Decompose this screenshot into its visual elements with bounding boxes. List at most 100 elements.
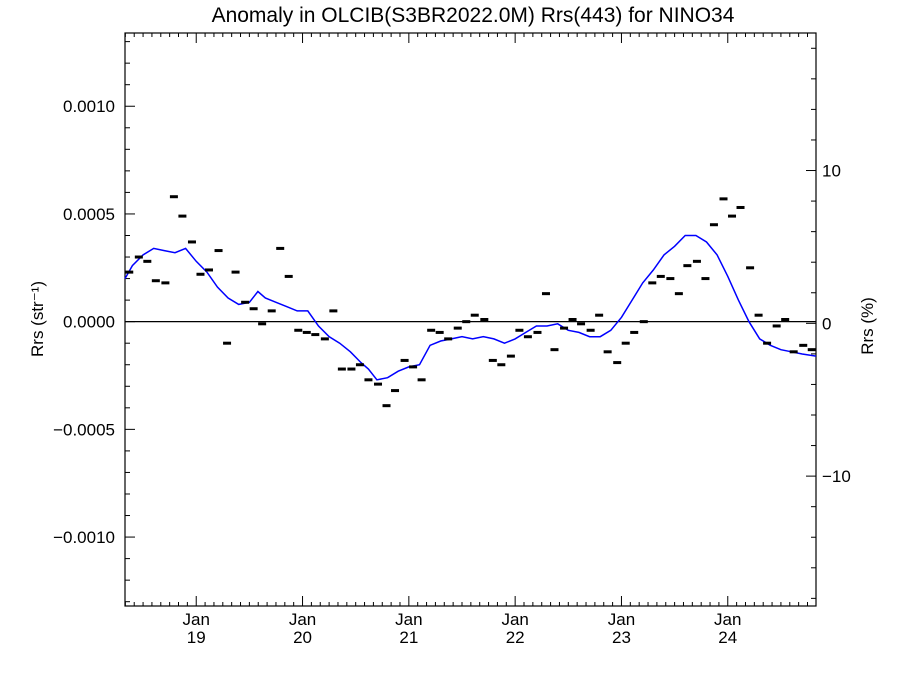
data-point: [480, 318, 489, 321]
data-point: [125, 270, 134, 274]
x-tick-label-month: Jan: [289, 610, 316, 629]
data-point: [781, 318, 790, 321]
right-y-tick-label: 10: [822, 162, 841, 181]
data-point: [276, 246, 285, 250]
data-point: [515, 328, 524, 332]
data-point: [603, 350, 612, 354]
right-y-tick-label: 0: [822, 314, 831, 333]
data-point: [267, 309, 276, 313]
data-point: [586, 328, 595, 332]
data-point: [151, 279, 160, 283]
data-point: [337, 367, 346, 371]
data-point: [701, 277, 710, 281]
data-point: [497, 363, 506, 367]
monthly-markers: [125, 195, 816, 408]
data-point: [577, 322, 586, 326]
data-point: [302, 330, 311, 334]
left-y-tick-label: 0.0005: [63, 205, 115, 224]
left-y-tick-label: 0.0000: [63, 313, 115, 332]
x-tick-label-month: Jan: [501, 610, 528, 629]
running-mean-line: [124, 234, 817, 381]
data-point: [311, 333, 320, 337]
data-point: [444, 337, 453, 341]
data-point: [249, 307, 258, 311]
x-tick-label-year: 23: [612, 628, 631, 647]
data-point: [630, 330, 639, 334]
data-point: [772, 324, 781, 328]
plot-frame: [124, 32, 817, 607]
x-tick-label-year: 20: [293, 628, 312, 647]
x-tick-label-month: Jan: [395, 610, 422, 629]
x-tick-label-month: Jan: [714, 610, 741, 629]
data-point: [763, 341, 772, 345]
left-y-tick-label: −0.0010: [53, 528, 115, 547]
data-point: [595, 313, 604, 317]
data-point: [728, 214, 737, 218]
data-point: [560, 326, 569, 330]
data-point: [541, 292, 550, 296]
x-tick-label-year: 21: [399, 628, 418, 647]
chart-title: Anomaly in OLCIB(S3BR2022.0M) Rrs(443) f…: [212, 4, 735, 27]
data-point: [320, 337, 329, 341]
data-point: [523, 335, 532, 339]
data-point: [613, 361, 622, 365]
data-point: [692, 259, 701, 263]
data-point: [550, 348, 559, 352]
data-point: [789, 350, 798, 354]
data-point: [488, 358, 497, 362]
data-point: [719, 197, 728, 201]
x-tick-label-month: Jan: [608, 610, 635, 629]
data-point: [709, 223, 718, 227]
data-point: [799, 343, 808, 347]
data-point: [178, 214, 187, 218]
data-point: [639, 320, 648, 324]
data-point: [374, 382, 383, 386]
data-point: [736, 205, 745, 209]
x-tick-label-year: 22: [506, 628, 525, 647]
x-tick-label-month: Jan: [183, 610, 210, 629]
data-point: [462, 320, 471, 324]
data-point: [241, 300, 250, 304]
left-y-tick-label: 0.0010: [63, 97, 115, 116]
data-point: [169, 195, 178, 199]
x-tick-label-year: 24: [718, 628, 737, 647]
data-point: [231, 270, 240, 274]
data-point: [409, 365, 418, 369]
left-y-axis-label: Rrs (str⁻¹): [28, 281, 47, 357]
data-point: [666, 277, 675, 281]
data-point: [196, 272, 205, 276]
right-y-axis-label: Rrs (%): [858, 297, 877, 355]
data-point: [391, 389, 400, 393]
data-point: [400, 358, 409, 362]
data-point: [648, 281, 657, 285]
left-y-axis: 0.0010 0.0005 0.0000 −0.0005 −0.0010: [53, 41, 135, 603]
right-y-tick-label: −10: [822, 467, 851, 486]
data-point: [533, 330, 542, 334]
data-point: [427, 328, 436, 332]
data-point: [329, 309, 338, 313]
data-point: [807, 348, 816, 352]
data-point: [347, 367, 356, 371]
x-tick-label-year: 19: [187, 628, 206, 647]
data-point: [187, 240, 196, 244]
data-point: [284, 274, 293, 278]
data-point: [382, 404, 391, 408]
data-point: [435, 330, 444, 334]
data-point: [621, 341, 630, 345]
data-point: [355, 363, 364, 367]
data-point: [223, 341, 232, 345]
data-point: [143, 259, 152, 263]
data-point: [204, 268, 213, 272]
data-point: [294, 328, 303, 332]
data-point: [134, 255, 143, 259]
data-point: [568, 318, 577, 321]
data-point: [417, 378, 426, 382]
data-point: [506, 354, 515, 358]
data-point: [656, 274, 665, 278]
data-point: [746, 266, 755, 270]
data-point: [674, 292, 683, 296]
data-point: [754, 313, 763, 317]
right-y-axis: 10 0 −10: [806, 47, 851, 599]
